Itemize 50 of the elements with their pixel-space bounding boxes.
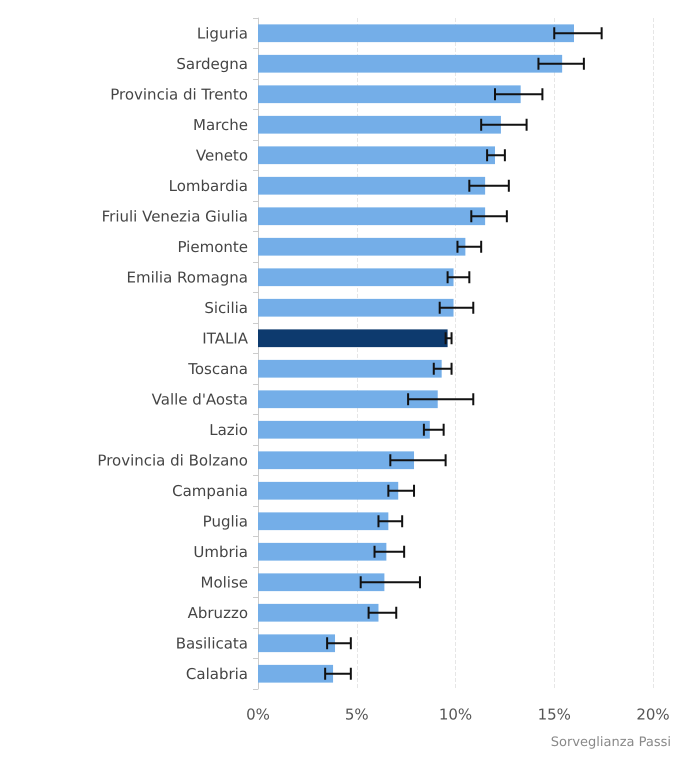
y-tick-label: Calabria <box>186 664 248 683</box>
bar <box>258 420 430 439</box>
x-tick-label: 20% <box>636 706 670 724</box>
y-tick-label: Sardegna <box>176 54 248 73</box>
bar <box>258 451 414 470</box>
bar <box>258 146 495 164</box>
bar <box>258 54 562 73</box>
bar <box>258 512 388 530</box>
bar <box>258 542 386 561</box>
text: Sorveglianza Passi <box>550 735 672 750</box>
bar <box>258 360 442 378</box>
y-tick-label: Umbria <box>193 542 248 561</box>
y-tick-label: Molise <box>200 573 248 592</box>
bar <box>258 24 574 42</box>
y-tick-label: Sicilia <box>204 298 248 317</box>
bar <box>258 573 384 592</box>
y-tick-label: Puglia <box>202 512 248 530</box>
bar <box>258 85 521 104</box>
y-tick-label: Provincia di Bolzano <box>97 451 248 470</box>
y-tick-label: Piemonte <box>177 238 248 256</box>
x-tick-label: 5% <box>344 706 369 724</box>
bar <box>258 634 336 652</box>
y-tick-label: Lazio <box>209 420 248 439</box>
y-tick-label: ITALIA <box>202 329 249 348</box>
y-tick-label: Provincia di Trento <box>110 85 248 104</box>
bar <box>258 268 454 286</box>
bar <box>258 238 466 256</box>
bar <box>258 604 378 622</box>
y-tick-label: Marche <box>193 116 248 134</box>
y-tick-label: Emilia Romagna <box>126 268 248 286</box>
y-tick-label: Basilicata <box>176 634 248 652</box>
bar <box>258 664 334 683</box>
bar <box>258 207 486 226</box>
y-tick-label: Veneto <box>196 146 248 164</box>
x-tick-label: 0% <box>246 706 270 724</box>
bar <box>258 116 501 134</box>
y-tick-label: Lombardia <box>168 176 248 195</box>
y-tick-label: Valle d'Aosta <box>152 390 248 408</box>
x-tick-label: 15% <box>538 706 571 724</box>
y-tick-label: Liguria <box>196 24 248 42</box>
bar <box>258 298 454 317</box>
bar <box>258 482 398 500</box>
bar <box>258 329 448 348</box>
y-tick-label: Toscana <box>187 360 248 378</box>
bar <box>258 390 438 408</box>
x-tick-label: 10% <box>438 706 472 724</box>
y-tick-label: Friuli Venezia Giulia <box>102 207 248 226</box>
bar <box>258 176 486 195</box>
y-tick-label: Campania <box>172 482 248 500</box>
y-tick-label: Abruzzo <box>188 604 248 622</box>
